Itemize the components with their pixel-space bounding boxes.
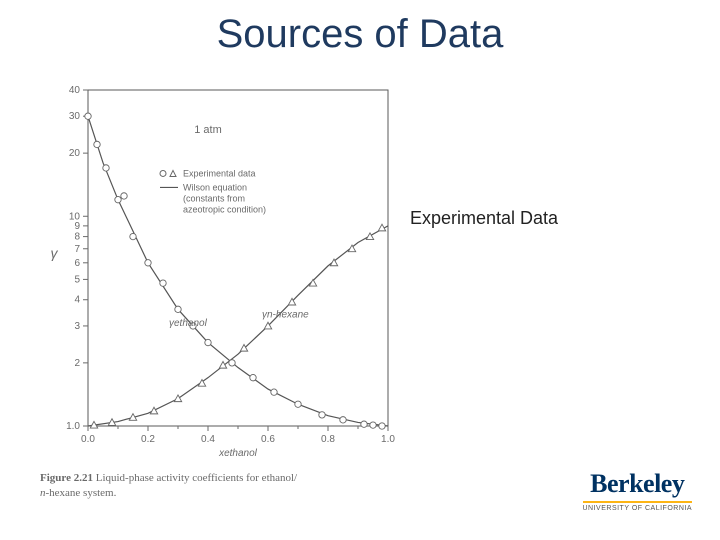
chart-container: 0.0 0.2 0.4 0.6 0.8 1.0 1.0 2 3 4 5 6 78910 20 30 40 xet…	[40, 80, 400, 500]
svg-text:40: 40	[69, 85, 81, 96]
svg-text:0.8: 0.8	[321, 434, 335, 445]
svg-text:γ: γ	[51, 245, 59, 261]
svg-text:10: 10	[69, 211, 81, 222]
svg-text:7: 7	[74, 244, 80, 255]
svg-text:20: 20	[69, 148, 81, 159]
svg-text:azeotropic condition): azeotropic condition)	[183, 204, 266, 214]
svg-text:8: 8	[74, 232, 80, 243]
svg-text:xethanol: xethanol	[218, 448, 258, 459]
caption-line2: -hexane system.	[46, 487, 117, 499]
svg-text:0.0: 0.0	[81, 434, 95, 445]
caption-line1: Liquid-phase activity coefficients for e…	[96, 472, 297, 484]
page-title: Sources of Data	[0, 0, 720, 57]
svg-text:Experimental data: Experimental data	[183, 168, 256, 178]
svg-text:6: 6	[74, 258, 80, 269]
svg-text:(constants from: (constants from	[183, 193, 245, 203]
svg-text:3: 3	[74, 321, 80, 332]
activity-coeff-chart: 0.0 0.2 0.4 0.6 0.8 1.0 1.0 2 3 4 5 6 78910 20 30 40 xet…	[40, 80, 400, 460]
logo-wordmark: Berkeley	[583, 469, 693, 499]
logo-subtext: UNIVERSITY OF CALIFORNIA	[583, 501, 693, 512]
berkeley-logo: Berkeley UNIVERSITY OF CALIFORNIA	[583, 469, 693, 512]
svg-text:4: 4	[74, 295, 80, 306]
svg-text:1.0: 1.0	[381, 434, 395, 445]
svg-text:0.4: 0.4	[201, 434, 215, 445]
svg-text:1 atm: 1 atm	[194, 124, 222, 136]
svg-text:30: 30	[69, 111, 81, 122]
svg-text:2: 2	[74, 358, 80, 369]
side-annotation: Experimental Data	[410, 208, 558, 229]
svg-text:0.6: 0.6	[261, 434, 275, 445]
svg-text:0.2: 0.2	[141, 434, 155, 445]
svg-text:Wilson equation: Wilson equation	[183, 182, 247, 192]
svg-text:1.0: 1.0	[66, 421, 80, 432]
figure-caption: Figure 2.21 Liquid-phase activity coeffi…	[40, 471, 400, 500]
svg-text:γn-hexane: γn-hexane	[262, 309, 309, 320]
figure-number: Figure 2.21	[40, 472, 93, 484]
svg-text:5: 5	[74, 274, 80, 285]
svg-text:9: 9	[74, 221, 80, 232]
svg-text:γethanol: γethanol	[169, 318, 208, 329]
